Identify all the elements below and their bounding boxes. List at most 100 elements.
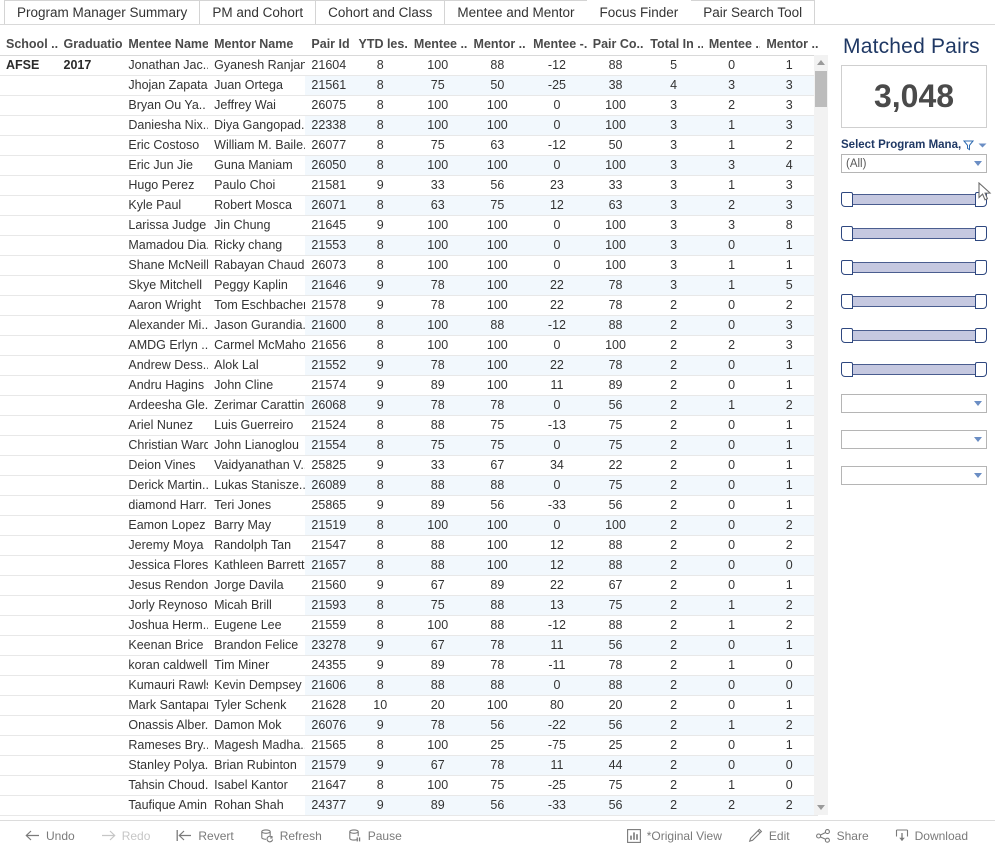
cell[interactable]: -25 xyxy=(527,75,587,96)
cell[interactable]: 8 xyxy=(352,55,408,76)
cell[interactable]: 2 xyxy=(760,595,818,616)
cell[interactable]: Jorly Reynoso xyxy=(122,595,209,616)
slider-handle-min[interactable] xyxy=(841,192,853,207)
cell[interactable]: Isabel Kantor xyxy=(208,775,306,796)
cell[interactable]: 11 xyxy=(527,635,587,656)
cell[interactable]: 22 xyxy=(527,275,587,296)
slider-track-area[interactable] xyxy=(841,361,987,378)
cell[interactable] xyxy=(0,655,58,676)
cell[interactable]: Alok Lal xyxy=(208,355,306,376)
cell[interactable] xyxy=(57,495,123,516)
cell[interactable]: 9 xyxy=(352,295,408,316)
tab-focus-finder[interactable]: Focus Finder xyxy=(586,0,692,24)
toolbar-download-button[interactable]: Download xyxy=(882,829,981,843)
cell[interactable]: 2 xyxy=(760,135,818,156)
toolbar-revert-button[interactable]: Revert xyxy=(163,829,246,843)
cell[interactable]: -33 xyxy=(527,495,587,516)
cell[interactable]: 21561 xyxy=(305,75,353,96)
cell[interactable]: 2 xyxy=(644,635,703,656)
cell[interactable]: 0 xyxy=(527,435,587,456)
cell[interactable]: Aaron Wright xyxy=(122,295,209,316)
cell[interactable]: 2 xyxy=(644,475,703,496)
cell[interactable]: Derick Martin.. xyxy=(122,475,209,496)
cell[interactable] xyxy=(0,355,58,376)
cell[interactable]: 75 xyxy=(467,775,528,796)
cell[interactable]: -12 xyxy=(527,55,587,76)
cell[interactable]: -12 xyxy=(527,135,587,156)
cell[interactable]: 21560 xyxy=(305,575,353,596)
cell[interactable]: 3 xyxy=(644,195,703,216)
cell[interactable]: 2 xyxy=(644,435,703,456)
cell[interactable] xyxy=(57,535,123,556)
cell[interactable]: 1 xyxy=(702,275,761,296)
cell[interactable]: 0 xyxy=(527,335,587,356)
cell[interactable]: 56 xyxy=(586,795,645,816)
cell[interactable]: 67 xyxy=(407,755,468,776)
table-row[interactable]: Jessica Flores Kathleen Barrett 21657 8 88 10… xyxy=(0,555,818,576)
cell[interactable]: 0 xyxy=(760,655,818,676)
cell[interactable]: Mark Santapan xyxy=(122,695,209,716)
cell[interactable]: 8 xyxy=(760,215,818,236)
cell[interactable]: 1 xyxy=(702,655,761,676)
cell[interactable]: Teri Jones xyxy=(208,495,306,516)
cell[interactable]: 8 xyxy=(352,735,408,756)
cell[interactable]: 63 xyxy=(586,195,645,216)
cell[interactable]: 78 xyxy=(407,715,468,736)
cell[interactable]: 0 xyxy=(527,215,587,236)
cell[interactable]: 67 xyxy=(407,575,468,596)
cell[interactable]: 2 xyxy=(644,555,703,576)
cell[interactable]: Andru Hagins xyxy=(122,375,209,396)
table-row[interactable]: Jesus Rendon Jorge Davila 21560 9 67 89 22 67 2 0… xyxy=(0,575,818,596)
cell[interactable]: 21519 xyxy=(305,515,353,536)
cell[interactable]: 1 xyxy=(702,115,761,136)
cell[interactable]: 22 xyxy=(527,295,587,316)
cell[interactable]: 0 xyxy=(527,95,587,116)
cell[interactable]: 1 xyxy=(760,235,818,256)
cell[interactable]: 21574 xyxy=(305,375,353,396)
cell[interactable]: Jonathan Jac.. xyxy=(122,55,209,76)
scroll-up-arrow-icon[interactable] xyxy=(817,60,825,65)
cell[interactable]: Shane McNeill xyxy=(122,255,209,276)
cell[interactable]: 26076 xyxy=(305,715,353,736)
cell[interactable]: 26050 xyxy=(305,155,353,176)
cell[interactable]: 23278 xyxy=(305,635,353,656)
cell[interactable]: 100 xyxy=(586,335,645,356)
cell[interactable]: Kyle Paul xyxy=(122,195,209,216)
benchmark-dropdown[interactable] xyxy=(841,430,987,449)
cell[interactable]: 0 xyxy=(702,315,761,336)
cell[interactable] xyxy=(0,375,58,396)
cell[interactable]: 88 xyxy=(467,675,528,696)
cell[interactable]: 0 xyxy=(760,755,818,776)
cell[interactable]: Tim Miner xyxy=(208,655,306,676)
cell[interactable]: Jorge Davila xyxy=(208,575,306,596)
slider-handle-min[interactable] xyxy=(841,362,853,377)
cell[interactable]: -22 xyxy=(527,715,587,736)
cell[interactable]: 8 xyxy=(352,555,408,576)
cell[interactable]: Brandon Felice xyxy=(208,635,306,656)
cell[interactable]: 56 xyxy=(467,715,528,736)
cell[interactable]: 2 xyxy=(644,295,703,316)
cell[interactable]: Jeffrey Wai xyxy=(208,95,306,116)
cell[interactable] xyxy=(57,235,123,256)
cell[interactable]: 75 xyxy=(586,775,645,796)
toolbar-pause-button[interactable]: Pause xyxy=(335,829,415,843)
cell[interactable]: 89 xyxy=(586,375,645,396)
cell[interactable] xyxy=(0,735,58,756)
cell[interactable]: Barry May xyxy=(208,515,306,536)
table-row[interactable]: Taufique Amin Rohan Shah 24377 9 89 56 -33 56 2 2… xyxy=(0,795,818,816)
col-ytd-lessons[interactable]: YTD les.. xyxy=(352,25,408,56)
cell[interactable]: 22 xyxy=(527,575,587,596)
slider-track-area[interactable] xyxy=(841,327,987,344)
cell[interactable] xyxy=(57,555,123,576)
cell[interactable]: 3 xyxy=(760,95,818,116)
cell[interactable]: Kevin Dempsey xyxy=(208,675,306,696)
cell[interactable]: 0 xyxy=(527,675,587,696)
cell[interactable] xyxy=(0,95,58,116)
cell[interactable]: 8 xyxy=(352,675,408,696)
chevron-down-icon[interactable] xyxy=(978,141,987,150)
table-row[interactable]: Aaron Wright Tom Eschbacher 21578 9 78 100 22 7… xyxy=(0,295,818,316)
cell[interactable] xyxy=(0,615,58,636)
cell[interactable]: 88 xyxy=(586,555,645,576)
cell[interactable]: 1 xyxy=(760,735,818,756)
cell[interactable]: AMDG Erlyn .. xyxy=(122,335,209,356)
